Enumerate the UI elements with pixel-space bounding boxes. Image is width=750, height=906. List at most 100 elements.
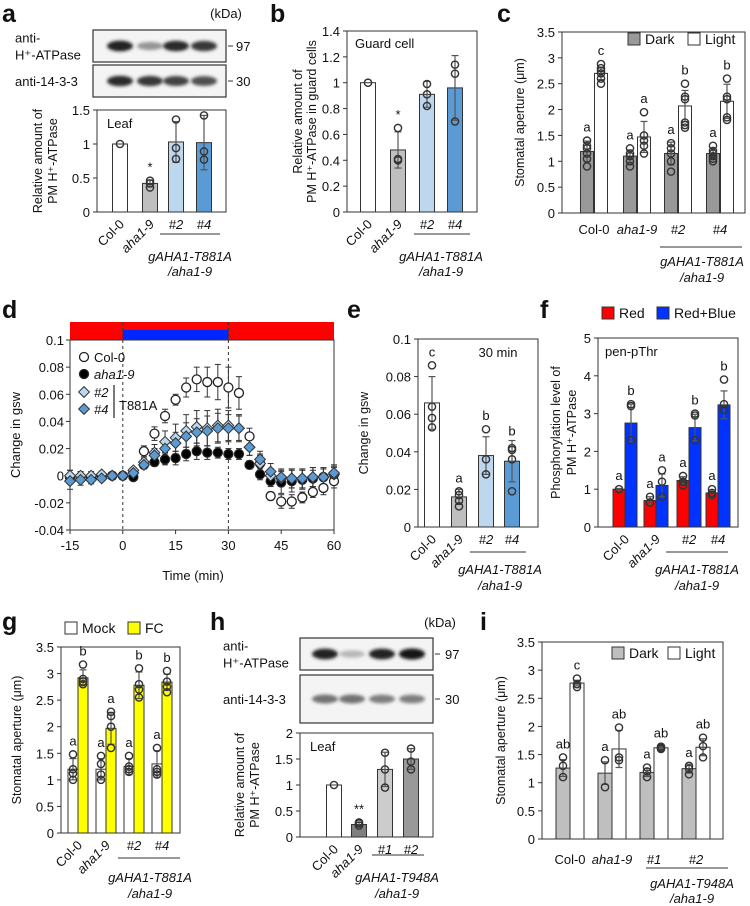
data-point bbox=[223, 448, 234, 460]
y-tick-label: 1.5 bbox=[36, 746, 54, 761]
significance-letter: a bbox=[125, 735, 133, 750]
data-point bbox=[614, 753, 624, 762]
bar bbox=[717, 404, 731, 528]
legend-marker bbox=[78, 351, 90, 363]
data-point bbox=[481, 470, 491, 479]
bar bbox=[403, 758, 419, 838]
data-point bbox=[481, 455, 491, 464]
data-point bbox=[171, 154, 181, 164]
y-tick-label: 0 bbox=[584, 520, 591, 535]
legend-label: Mock bbox=[82, 620, 116, 636]
x-category-label: #4 bbox=[448, 217, 462, 232]
data-point bbox=[116, 469, 129, 482]
data-point bbox=[380, 748, 390, 758]
y-tick-label: 0.5 bbox=[36, 799, 54, 814]
data-point bbox=[199, 147, 209, 156]
data-point bbox=[354, 818, 364, 827]
kda-marker-label: 97 bbox=[236, 39, 250, 54]
data-point bbox=[450, 69, 460, 78]
data-point bbox=[162, 682, 172, 692]
data-point bbox=[626, 435, 636, 445]
data-point bbox=[678, 481, 688, 490]
data-point bbox=[582, 141, 592, 151]
bar bbox=[112, 143, 128, 213]
panel-letter: e bbox=[347, 296, 361, 324]
data-point bbox=[572, 679, 582, 689]
protein-band bbox=[369, 648, 395, 660]
x-tick-label: 60 bbox=[327, 538, 341, 553]
significance-letter: b bbox=[508, 424, 515, 439]
data-point bbox=[96, 759, 106, 769]
significance-letter: a bbox=[455, 470, 463, 485]
y-tick-label: 0 bbox=[57, 469, 64, 484]
data-point bbox=[158, 442, 172, 455]
significance-letter: a bbox=[643, 747, 651, 762]
data-point bbox=[134, 693, 144, 702]
data-point bbox=[708, 141, 718, 151]
data-point bbox=[450, 60, 460, 69]
data-point bbox=[306, 470, 319, 484]
genotype-group-label: gAHA1-T881A bbox=[660, 254, 744, 269]
protein-band bbox=[312, 694, 338, 704]
data-point bbox=[78, 677, 88, 686]
significance-letter: c bbox=[574, 658, 581, 673]
legend-label: Dark bbox=[645, 31, 676, 47]
panel-letter: a bbox=[2, 0, 17, 28]
y-tick-label: -0.04 bbox=[34, 523, 64, 538]
data-point bbox=[222, 422, 235, 435]
significance-letter: a bbox=[709, 125, 717, 140]
protein-band bbox=[163, 40, 189, 52]
significance-letter: ab bbox=[654, 726, 668, 741]
y-tick-label: 0 bbox=[404, 520, 411, 535]
data-point bbox=[307, 486, 319, 498]
protein-band bbox=[369, 694, 395, 704]
data-point bbox=[596, 79, 606, 89]
genotype-group-label: /aha1-9 bbox=[127, 886, 172, 901]
data-point bbox=[148, 449, 161, 462]
panel-inner-label: pen-pThr bbox=[605, 344, 658, 359]
genotype-group-label: /aha1-9 bbox=[679, 270, 724, 285]
y-tick-label: 1 bbox=[47, 773, 54, 788]
panel-letter: f bbox=[540, 296, 549, 324]
data-point bbox=[181, 382, 192, 393]
data-point bbox=[684, 764, 694, 773]
x-category-label: #2 bbox=[689, 852, 704, 867]
data-point bbox=[162, 687, 172, 697]
x-category-label: aha1-9 bbox=[617, 222, 657, 237]
significance-letter: a bbox=[107, 691, 115, 706]
x-tick-label: 0 bbox=[119, 538, 126, 553]
legend-label: FC bbox=[145, 620, 164, 636]
x-category-label: Col-0 bbox=[578, 222, 609, 237]
data-point bbox=[211, 422, 224, 435]
legend-marker bbox=[78, 368, 90, 380]
data-point bbox=[422, 79, 432, 89]
data-point bbox=[393, 123, 403, 133]
data-point bbox=[134, 679, 144, 689]
data-point bbox=[393, 154, 403, 164]
data-point bbox=[232, 422, 246, 435]
y-tick-label: 2.5 bbox=[517, 691, 535, 706]
bar bbox=[133, 684, 145, 834]
data-point bbox=[96, 770, 106, 779]
data-point bbox=[199, 155, 209, 164]
data-point bbox=[722, 74, 732, 83]
data-point bbox=[170, 394, 181, 405]
data-point bbox=[678, 471, 688, 481]
data-point bbox=[656, 742, 666, 751]
legend-bracket-label: T881A bbox=[119, 398, 158, 413]
data-point bbox=[719, 375, 729, 384]
data-point bbox=[481, 424, 491, 434]
data-point bbox=[406, 757, 416, 766]
data-point bbox=[558, 772, 568, 782]
data-point bbox=[201, 424, 214, 438]
blue-light-bar bbox=[122, 330, 229, 340]
data-point bbox=[199, 111, 209, 120]
y-axis-label: Relative amount of bbox=[233, 732, 247, 837]
y-tick-label: 0.5 bbox=[275, 804, 293, 819]
data-point bbox=[68, 775, 78, 785]
y-tick-label: 2 bbox=[548, 103, 555, 118]
legend-label: Light bbox=[705, 31, 735, 47]
data-point bbox=[572, 674, 582, 683]
data-point bbox=[596, 63, 606, 73]
y-tick-label: 0.1 bbox=[46, 333, 64, 348]
